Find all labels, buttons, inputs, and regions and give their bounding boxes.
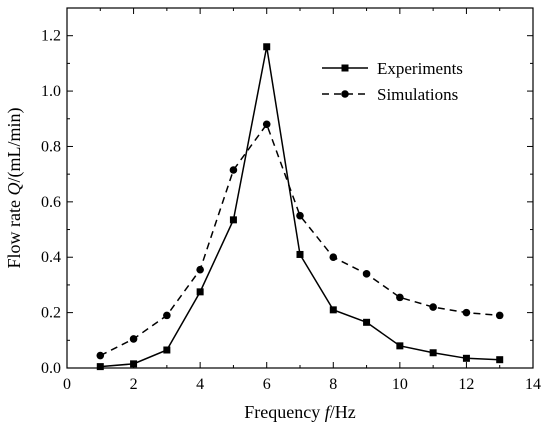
legend-marker — [341, 90, 349, 98]
series-experiments — [96, 43, 504, 371]
data-point — [263, 43, 271, 51]
data-point — [429, 349, 437, 357]
data-point — [396, 293, 404, 302]
data-point — [296, 250, 304, 258]
data-point — [329, 306, 337, 314]
series-line — [99, 122, 500, 357]
y-tick-label: 0.6 — [41, 194, 61, 211]
axis-labels: Frequency f/Hz Flow rate Q/(mL/min) — [4, 108, 356, 422]
data-point — [129, 335, 138, 343]
x-tick-label: 2 — [130, 376, 138, 393]
data-point — [429, 303, 437, 311]
data-point — [229, 216, 237, 224]
data-point — [362, 270, 371, 278]
x-tick-label: 0 — [63, 376, 71, 393]
data-series — [96, 43, 504, 371]
data-point — [196, 265, 204, 274]
legend-entry: Experiments — [377, 59, 463, 78]
data-point — [396, 342, 404, 350]
y-tick-label: 1.2 — [41, 28, 61, 45]
data-point — [163, 346, 171, 354]
y-axis-label: Flow rate Q/(mL/min) — [4, 108, 25, 269]
data-point — [262, 120, 271, 129]
y-tick-label: 0.2 — [41, 305, 61, 322]
x-tick-label: 12 — [458, 376, 474, 393]
legend-entry: Simulations — [377, 85, 458, 104]
data-point — [462, 354, 470, 362]
x-tick-label: 10 — [392, 376, 408, 393]
y-tick-label: 0.4 — [41, 249, 61, 266]
data-point — [96, 351, 105, 360]
legend: Experiments Simulations — [322, 59, 463, 104]
axis-ticks: 0 2 4 6 8 10 12 14 0.0 0.2 0.4 0.6 0.8 1.0 1.2 — [41, 7, 541, 393]
x-tick-label: 14 — [525, 376, 541, 393]
data-point — [496, 356, 504, 364]
series-simulations — [96, 120, 504, 360]
x-tick-label: 4 — [196, 376, 204, 393]
data-point — [363, 318, 371, 326]
data-point — [296, 211, 304, 220]
data-point — [196, 288, 204, 296]
data-point — [462, 308, 471, 317]
x-tick-label: 8 — [329, 376, 337, 393]
y-tick-label: 0.8 — [41, 138, 61, 155]
data-point — [495, 311, 504, 320]
legend-marker — [341, 64, 349, 72]
data-point — [329, 253, 338, 262]
data-point — [163, 311, 171, 320]
x-axis-label: Frequency f/Hz — [244, 402, 356, 422]
data-point — [130, 360, 138, 368]
data-point — [96, 363, 104, 371]
y-tick-label: 0.0 — [41, 360, 61, 377]
x-tick-label: 6 — [263, 376, 271, 393]
data-point — [229, 166, 238, 174]
y-tick-label: 1.0 — [41, 83, 61, 100]
